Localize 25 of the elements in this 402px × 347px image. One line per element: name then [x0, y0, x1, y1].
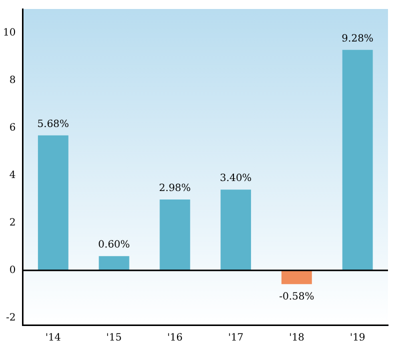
x-tick-label: '18	[288, 332, 304, 344]
bar	[160, 200, 190, 270]
x-tick-label: '15	[106, 332, 122, 344]
x-tick-label: '16	[167, 332, 183, 344]
y-tick-label: 8	[9, 74, 16, 86]
y-tick-label: 10	[2, 27, 16, 38]
bar	[38, 135, 68, 270]
y-tick-label: 6	[9, 122, 16, 134]
y-tick-label: 0	[9, 264, 16, 276]
y-tick-label: -2	[6, 312, 16, 324]
data-label: 5.68%	[37, 118, 70, 130]
data-label: 2.98%	[159, 183, 191, 194]
bar	[281, 270, 312, 284]
y-tick-label: 4	[9, 170, 16, 181]
x-tick-label: '19	[350, 332, 366, 344]
bar	[220, 190, 252, 270]
data-label: 3.40%	[220, 173, 252, 184]
x-tick-label: '14	[45, 332, 61, 344]
data-label: 0.60%	[98, 240, 130, 251]
bar	[98, 256, 130, 270]
y-tick-label: 2	[9, 217, 16, 228]
data-label: 9.28%	[342, 33, 374, 44]
x-tick-label: '17	[228, 332, 244, 344]
bar	[342, 50, 373, 270]
data-label: -0.58%	[279, 292, 314, 303]
